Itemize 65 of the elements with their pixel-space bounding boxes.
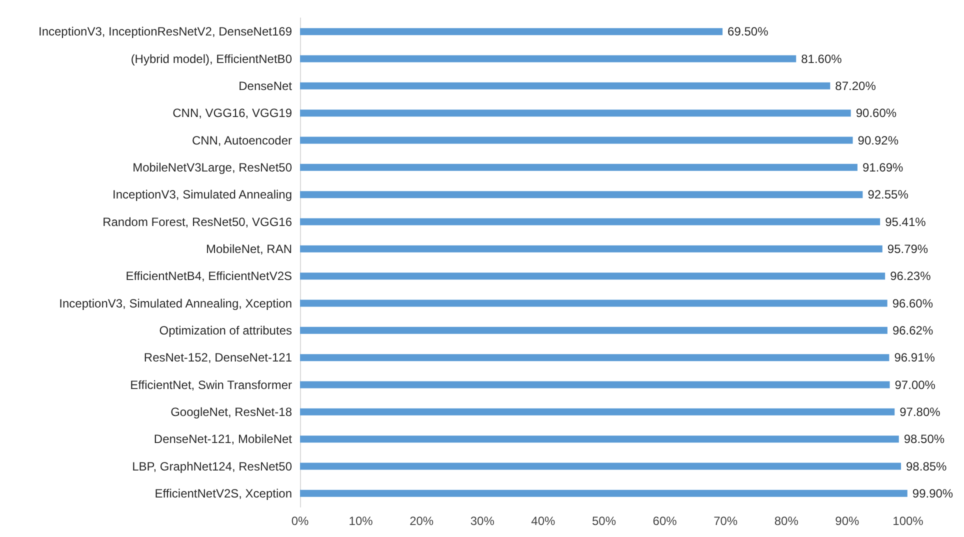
data-label: 96.91% [894, 350, 936, 365]
y-tick-label: MobileNetV3Large, ResNet50 [132, 160, 292, 174]
data-label: 95.79% [887, 242, 928, 256]
x-tick-label: 90% [835, 514, 860, 528]
bar [300, 300, 888, 307]
bar [300, 136, 853, 144]
bar [300, 164, 858, 171]
data-label: 96.62% [892, 323, 934, 338]
bar [300, 82, 830, 90]
y-tick-label: EfficientNetV2S, Xception [154, 486, 292, 500]
data-label: 92.55% [868, 188, 909, 202]
y-tick-label: EfficientNet, Swin Transformer [130, 378, 292, 392]
data-label: 97.00% [894, 378, 936, 392]
bar [300, 462, 902, 470]
y-tick-label: InceptionV3, Simulated Annealing [112, 188, 292, 202]
x-tick-label: 0% [291, 514, 309, 528]
data-label: 97.80% [900, 404, 941, 419]
bar [300, 490, 908, 497]
x-tick-label: 20% [410, 514, 434, 528]
data-label: 99.90% [912, 486, 954, 500]
data-label: 91.69% [862, 160, 904, 174]
data-label: 81.60% [801, 52, 842, 66]
y-tick-label: ResNet-152, DenseNet-121 [144, 350, 292, 365]
bar [300, 381, 890, 388]
x-tick-label: 10% [348, 514, 374, 528]
bar [300, 436, 899, 443]
y-tick-label: EfficientNetB4, EfficientNetV2S [126, 269, 292, 284]
y-tick-label: InceptionV3, InceptionResNetV2, DenseNet169 [38, 24, 292, 39]
y-tick-label: LBP, GraphNet124, ResNet50 [132, 459, 292, 474]
y-tick-label: CNN, Autoencoder [192, 133, 292, 148]
y-tick-label: CNN, VGG16, VGG19 [172, 106, 292, 120]
y-tick-label: DenseNet-121, MobileNet [154, 432, 293, 446]
data-label: 98.85% [906, 459, 948, 474]
y-tick-label: Random Forest, ResNet50, VGG16 [102, 214, 292, 229]
bar [300, 191, 863, 198]
data-label: 87.20% [835, 78, 876, 93]
y-tick-label: Optimization of attributes [159, 323, 292, 338]
bar [300, 354, 890, 362]
y-tick-label: InceptionV3, Simulated Annealing, Xception [59, 296, 292, 310]
x-tick-label: 70% [714, 514, 738, 528]
y-tick-label: GoogleNet, ResNet-18 [170, 404, 292, 419]
y-tick-label: MobileNet, RAN [206, 242, 292, 256]
x-tick-label: 50% [592, 514, 616, 528]
data-label: 95.41% [885, 214, 926, 229]
x-tick-label: 100% [892, 514, 924, 528]
data-label: 96.60% [892, 296, 934, 310]
bar [300, 245, 882, 252]
x-tick-label: 30% [470, 514, 495, 528]
bar [300, 55, 796, 62]
bar [300, 110, 851, 117]
data-label: 98.50% [904, 432, 945, 446]
data-label: 90.92% [858, 133, 899, 148]
bar [300, 218, 880, 226]
x-tick-label: 40% [531, 514, 556, 528]
data-label: 90.60% [856, 106, 897, 120]
bar [300, 326, 888, 334]
data-label: 96.23% [890, 269, 932, 284]
y-tick-label: (Hybrid model), EfficientNetB0 [130, 52, 292, 66]
y-tick-label: DenseNet [238, 78, 293, 93]
x-tick-label: 80% [774, 514, 799, 528]
bar [300, 28, 723, 36]
bar [300, 408, 895, 416]
bar [300, 272, 886, 280]
data-label: 69.50% [728, 24, 769, 39]
x-tick-label: 60% [652, 514, 678, 528]
